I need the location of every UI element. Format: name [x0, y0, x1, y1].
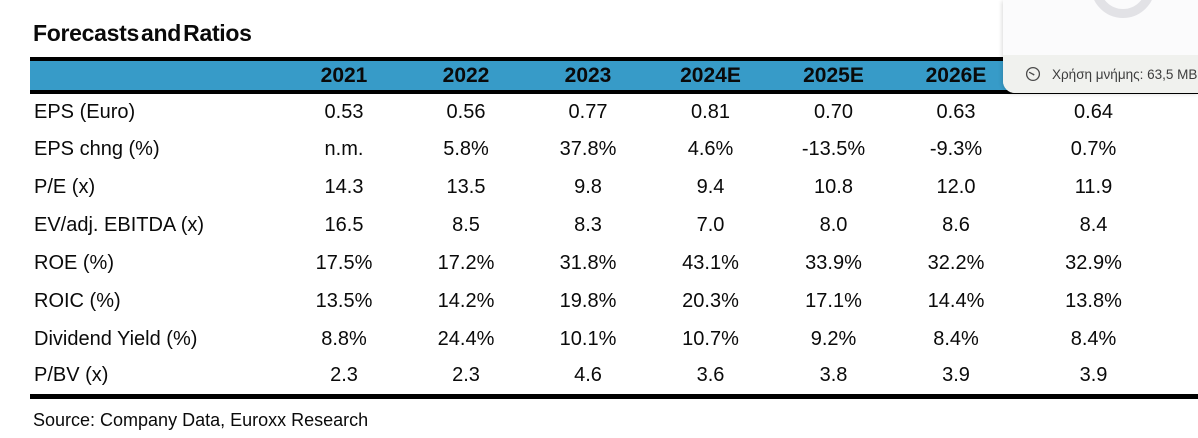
row-label: EV/adj. EBITDA (x): [34, 213, 205, 236]
row-label: ROE (%): [34, 251, 114, 274]
cell: 7.0: [696, 213, 725, 236]
cell: 17.2%: [437, 251, 495, 274]
cell: 0.81: [691, 100, 730, 123]
cell: 16.5: [324, 213, 364, 236]
cell: 14.3: [324, 175, 364, 198]
cell: 12.0: [936, 175, 976, 198]
cell: 0.7%: [1070, 137, 1117, 160]
cell: 11.9: [1074, 175, 1113, 198]
cell: 0.64: [1074, 100, 1113, 123]
page-title: Forecasts and Ratios: [33, 20, 252, 46]
table-row: EV/adj. EBITDA (x) 16.5 8.5 8.3 7.0 8.0 …: [30, 206, 1198, 244]
cell: 8.5: [452, 213, 480, 236]
memory-usage-tooltip: Χρήση μνήμης: 63,5 MB: [1003, 0, 1198, 93]
cell: 0.70: [814, 100, 853, 123]
cell: 19.8%: [559, 289, 617, 312]
header-cell-2024e: 2024E: [680, 63, 741, 87]
row-label: Dividend Yield (%): [34, 327, 198, 350]
cell: n.m.: [324, 137, 364, 160]
cell: 10.8: [814, 175, 853, 198]
cell: 0.56: [446, 100, 486, 123]
header-cell-2022: 2022: [442, 63, 490, 87]
cell: 2.3: [330, 364, 358, 387]
forecasts-ratios-table: 2021 2022 2023 2024E 2025E 2026E EPS (Eu…: [30, 57, 1198, 399]
header-cell-2026e: 2026E: [925, 63, 987, 87]
header-cell-2021: 2021: [320, 63, 368, 87]
row-label: P/E (x): [34, 175, 96, 198]
cell: 32.9%: [1065, 251, 1122, 274]
cell: 8.0: [819, 213, 848, 236]
cell: 17.1%: [805, 289, 862, 312]
cell: 14.2%: [437, 289, 495, 312]
cell: 2.3: [452, 364, 480, 387]
cell: 31.8%: [559, 251, 617, 274]
cell: 0.53: [324, 100, 364, 123]
cell: 43.1%: [682, 251, 739, 274]
cell: 33.9%: [805, 251, 862, 274]
cell: 4.6: [574, 364, 602, 387]
cell: 20.3%: [682, 289, 739, 312]
table-row: EPS (Euro) 0.53 0.56 0.77 0.81 0.70 0.63…: [30, 92, 1198, 130]
cell: 8.8%: [321, 327, 367, 350]
cell: 37.8%: [559, 137, 617, 160]
cell: 32.2%: [927, 251, 985, 274]
cell: 10.1%: [559, 327, 617, 350]
cell: 24.4%: [437, 327, 495, 350]
cell: 8.4%: [1070, 327, 1117, 350]
cell: 3.9: [1079, 364, 1108, 387]
cell: 8.4%: [933, 327, 979, 350]
gauge-icon-large: [1091, 0, 1155, 18]
header-cell-2025e: 2025E: [803, 63, 864, 87]
cell: 14.4%: [927, 289, 985, 312]
cell: 13.8%: [1065, 289, 1122, 312]
cell: 0.63: [936, 100, 976, 123]
cell: 9.4: [696, 175, 725, 198]
table-row: ROE (%) 17.5% 17.2% 31.8% 43.1% 33.9% 32…: [30, 244, 1198, 282]
cell: 4.6%: [687, 137, 734, 160]
cell: 13.5: [446, 175, 486, 198]
cell: 8.6: [942, 213, 970, 236]
table-row: P/E (x) 14.3 13.5 9.8 9.4 10.8 12.0 11.9: [30, 168, 1198, 206]
gauge-icon: [1025, 66, 1041, 82]
cell: 0.77: [568, 100, 608, 123]
cell: 9.2%: [810, 327, 857, 350]
row-label: EPS chng (%): [34, 137, 160, 160]
header-cell-2023: 2023: [564, 63, 612, 87]
cell: 9.8: [574, 175, 602, 198]
cell: 8.3: [574, 213, 602, 236]
cell: -13.5%: [801, 137, 866, 160]
cell: 17.5%: [315, 251, 373, 274]
cell: 8.4: [1079, 213, 1108, 236]
memory-usage-text: Χρήση μνήμης: 63,5 MB: [1052, 66, 1198, 82]
cell: 5.8%: [443, 137, 489, 160]
memory-usage-strip: Χρήση μνήμης: 63,5 MB: [1003, 55, 1198, 93]
cell: 13.5%: [315, 289, 373, 312]
cell: 3.8: [819, 364, 848, 387]
header-cell-empty: [30, 59, 283, 92]
table-row: Dividend Yield (%) 8.8% 24.4% 10.1% 10.7…: [30, 320, 1198, 358]
row-label: EPS (Euro): [34, 100, 136, 123]
row-label: ROIC (%): [34, 289, 121, 312]
cell: 3.6: [696, 364, 725, 387]
table-row: EPS chng (%) n.m. 5.8% 37.8% 4.6% -13.5%…: [30, 130, 1198, 168]
cell: 10.7%: [682, 327, 739, 350]
source-note: Source: Company Data, Euroxx Research: [33, 410, 369, 430]
row-label: P/BV (x): [34, 364, 109, 387]
cell: 3.9: [942, 364, 970, 387]
table-row: P/BV (x) 2.3 2.3 4.6 3.6 3.8 3.9 3.9: [30, 358, 1198, 396]
cell: -9.3%: [929, 137, 983, 160]
table-row: ROIC (%) 13.5% 14.2% 19.8% 20.3% 17.1% 1…: [30, 282, 1198, 320]
